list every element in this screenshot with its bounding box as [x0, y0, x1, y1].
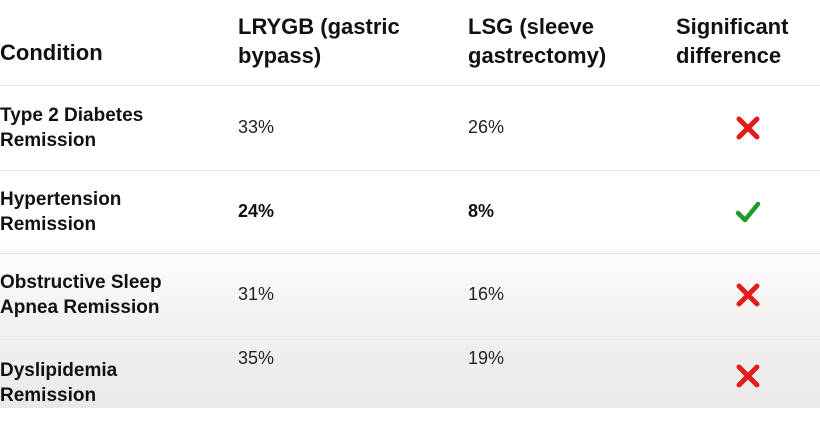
header-lrygb: LRYGB (gastric bypass) — [238, 0, 448, 97]
condition-line1: Hypertension — [0, 188, 122, 210]
header-lsg-line2: gastrectomy) — [468, 43, 607, 68]
table-row: Obstructive Sleep Apnea Remission 31% 16… — [0, 253, 820, 337]
condition-line1: Obstructive Sleep — [0, 271, 162, 293]
condition-cell: Hypertension Remission — [0, 170, 220, 253]
condition-cell: Type 2 Diabetes Remission — [0, 85, 220, 170]
lsg-value: 8% — [468, 201, 495, 221]
cross-icon — [736, 283, 760, 306]
header-sig-line1: Significant — [676, 14, 789, 39]
lrygb-value: 33% — [238, 117, 275, 137]
condition-line2: Apnea Remission — [0, 296, 160, 318]
cross-icon — [736, 116, 760, 139]
condition-line2: Remission — [0, 213, 97, 235]
table-row: Dyslipidemia Remission 35% 19% — [0, 336, 820, 408]
comparison-table: Condition LRYGB (gastric bypass) LSG (sl… — [0, 0, 820, 408]
header-lrygb-line1: LRYGB (gastric — [238, 14, 400, 39]
lrygb-value: 31% — [238, 284, 275, 304]
table-row: Type 2 Diabetes Remission 33% 26% — [0, 85, 820, 171]
condition-line1: Type 2 Diabetes — [0, 104, 144, 126]
significance-cell — [676, 336, 820, 434]
condition-line2: Remission — [0, 385, 97, 406]
lsg-value: 19% — [468, 348, 505, 368]
significance-cell — [676, 170, 820, 253]
significance-cell — [676, 85, 820, 170]
significance-cell — [676, 253, 820, 336]
check-icon — [735, 201, 761, 222]
header-condition: Condition — [0, 40, 103, 65]
header-lsg: LSG (sleeve gastrectomy) — [468, 0, 668, 97]
cross-icon — [736, 364, 760, 388]
lrygb-value: 35% — [238, 348, 275, 368]
lsg-value: 16% — [468, 284, 505, 304]
lsg-value: 26% — [468, 117, 505, 137]
condition-cell: Obstructive Sleep Apnea Remission — [0, 253, 220, 336]
condition-line2: Remission — [0, 129, 97, 151]
lrygb-value: 24% — [238, 201, 275, 221]
condition-line1: Dyslipidemia — [0, 360, 118, 381]
header-sig-line2: difference — [676, 43, 782, 68]
table-header-row: Condition LRYGB (gastric bypass) LSG (sl… — [0, 0, 820, 86]
table-row: Hypertension Remission 24% 8% — [0, 170, 820, 254]
header-significant-difference: Significant difference — [676, 0, 820, 97]
condition-cell: Dyslipidemia Remission — [0, 336, 220, 430]
header-lrygb-line2: bypass) — [238, 43, 322, 68]
header-lsg-line1: LSG (sleeve — [468, 14, 594, 39]
